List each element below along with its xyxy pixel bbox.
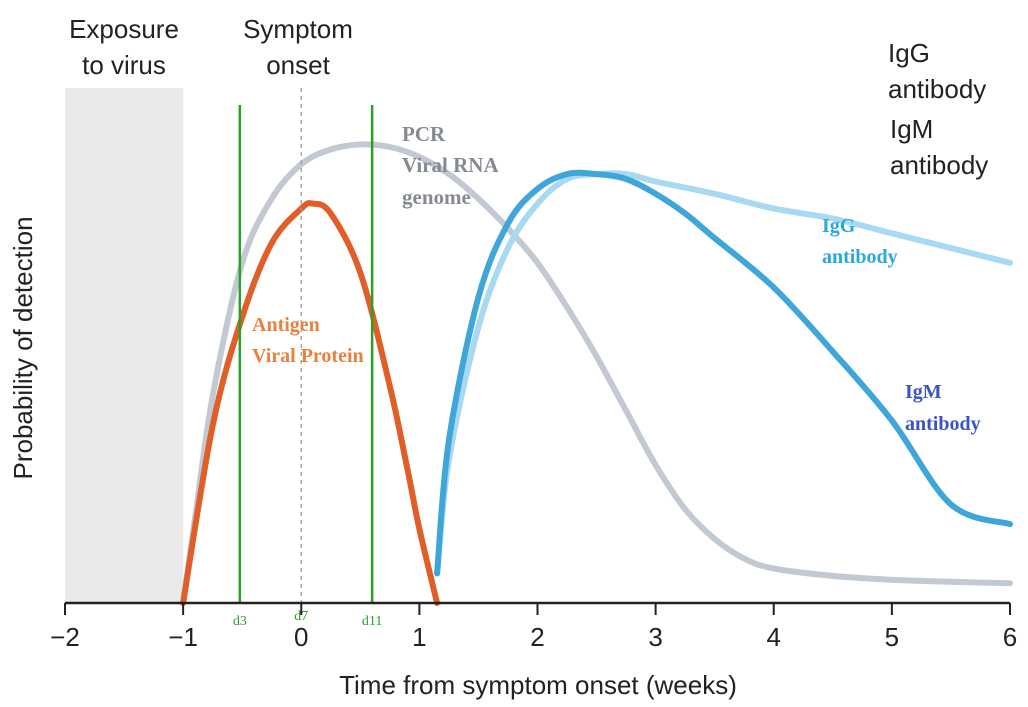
antigen-label-line2: Viral Protein (252, 345, 364, 367)
igm-curve-label-line2: antibody (905, 413, 981, 435)
x-tick-label: 0 (294, 622, 308, 652)
x-tick-label: 5 (885, 622, 899, 652)
antigen-label-line1: Antigen (252, 314, 320, 336)
legend-igm-line1: IgM (890, 114, 933, 144)
igg-curve-label-line1: IgG (822, 215, 856, 237)
x-tick-label: 3 (648, 622, 662, 652)
igg-curve (434, 170, 1013, 577)
pcr-curve (180, 141, 1013, 606)
pcr-label-line2: Viral RNA (402, 153, 499, 177)
x-tick-label: −1 (168, 622, 198, 652)
exposure-label-line2: to virus (82, 50, 166, 80)
symptom-onset-label-line1: Symptom (243, 14, 353, 44)
exposure-shaded-region (65, 88, 184, 603)
legend-igg-line1: IgG (888, 38, 930, 68)
symptom-onset-label-line2: onset (266, 50, 330, 80)
marker-layer: d3 d7 d11 (233, 88, 382, 629)
series-layer (180, 141, 1013, 606)
x-tick-label: 6 (1003, 622, 1017, 652)
legend-igm-line2: antibody (890, 150, 988, 180)
x-tick-label: 4 (767, 622, 781, 652)
igm-curve-label-line1: IgM (905, 381, 942, 403)
x-tick-label: −2 (50, 622, 80, 652)
marker-label-d3: d3 (233, 614, 247, 629)
exposure-label-line1: Exposure (69, 14, 179, 44)
pcr-label-line1: PCR (402, 122, 446, 146)
marker-label-d7: d7 (294, 609, 308, 624)
igm-curve (434, 169, 1013, 577)
igg-curve-label-line2: antibody (822, 246, 898, 268)
x-tick-label: 1 (412, 622, 426, 652)
x-tick-label: 2 (530, 622, 544, 652)
marker-label-d11: d11 (362, 614, 382, 629)
x-axis-title: Time from symptom onset (weeks) (339, 670, 737, 700)
legend-igg-line2: antibody (888, 74, 986, 104)
x-tick-layer: −2 −1 0 1 2 3 4 5 6 (50, 603, 1017, 652)
antigen-curve (180, 200, 441, 606)
pcr-label-line3: genome (402, 185, 471, 209)
y-axis-title: Probability of detection (8, 216, 38, 479)
